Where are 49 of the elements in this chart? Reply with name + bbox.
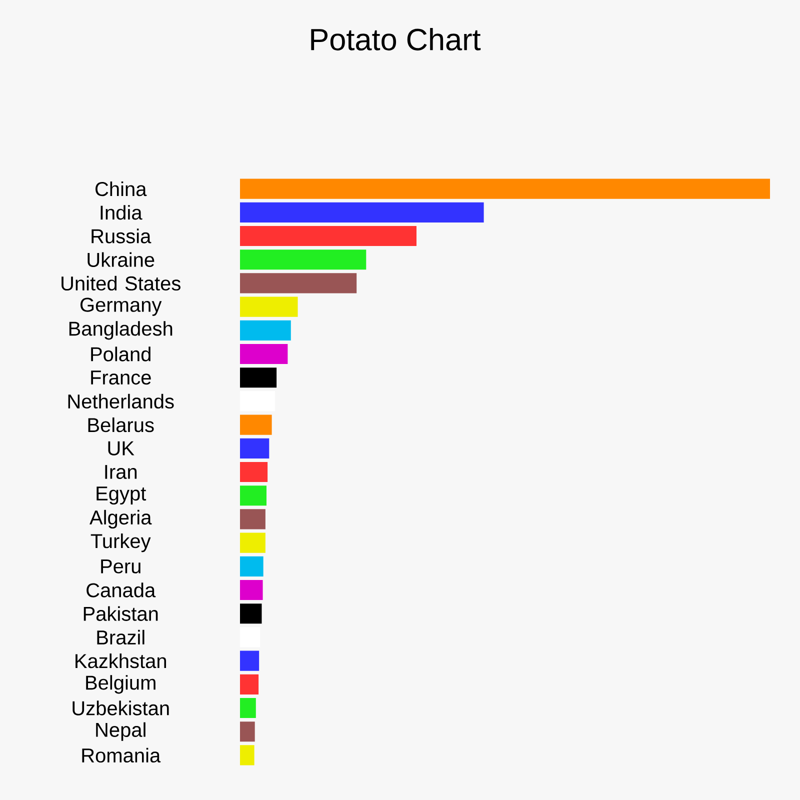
bar bbox=[240, 462, 268, 482]
chart-title: Potato Chart bbox=[311, 28, 481, 50]
bar bbox=[240, 509, 266, 530]
y-tick-label: France bbox=[91, 370, 151, 385]
y-tick-label: Brazil bbox=[97, 630, 144, 645]
y-tick-label: Poland bbox=[91, 346, 150, 362]
y-tick-label: Canada bbox=[86, 582, 156, 598]
bar bbox=[240, 580, 263, 600]
y-tick-label: Bangladesh bbox=[69, 321, 172, 340]
bar bbox=[240, 674, 259, 694]
bar bbox=[240, 650, 260, 671]
y-tick-label: United States bbox=[62, 276, 180, 291]
bar bbox=[240, 368, 277, 388]
bar bbox=[240, 745, 254, 766]
bar bbox=[240, 722, 255, 742]
y-tick-label: Russia bbox=[92, 228, 152, 244]
y-tick-label: Algeria bbox=[90, 510, 152, 529]
bar bbox=[240, 250, 366, 270]
y-tick-label: Pakistan bbox=[84, 606, 158, 621]
y-tick-label: Romania bbox=[82, 748, 161, 763]
y-tick-label: Turkey bbox=[90, 533, 151, 552]
bar bbox=[240, 556, 264, 576]
bar bbox=[240, 226, 416, 246]
y-tick-label: China bbox=[96, 181, 147, 196]
bar bbox=[240, 438, 270, 458]
y-tick-label: Belgium bbox=[86, 675, 156, 694]
y-tick-label: Ukraine bbox=[88, 252, 154, 267]
y-tick-label: Egypt bbox=[96, 486, 146, 505]
bar bbox=[240, 273, 357, 294]
bar bbox=[240, 698, 256, 718]
y-tick-label: Germany bbox=[80, 298, 162, 316]
bar bbox=[240, 178, 770, 199]
bar bbox=[240, 532, 266, 553]
y-tick-label: Peru bbox=[101, 559, 140, 574]
y-tick-label: India bbox=[100, 205, 142, 220]
bar bbox=[240, 202, 484, 222]
bar bbox=[240, 344, 288, 364]
y-tick-label: Kazkhstan bbox=[76, 653, 166, 668]
bar bbox=[240, 604, 262, 624]
bar bbox=[240, 296, 298, 317]
y-tick-label: Netherlands bbox=[68, 394, 174, 409]
y-tick-label: Belarus bbox=[88, 417, 154, 432]
y-tick-label: Nepal bbox=[96, 722, 146, 741]
bar bbox=[240, 414, 272, 435]
y-tick-label: Uzbekistan bbox=[72, 700, 169, 716]
y-tick-label: Iran bbox=[105, 465, 137, 479]
y-tick-label: UK bbox=[108, 441, 134, 456]
bar bbox=[240, 320, 291, 340]
bar bbox=[240, 486, 266, 506]
